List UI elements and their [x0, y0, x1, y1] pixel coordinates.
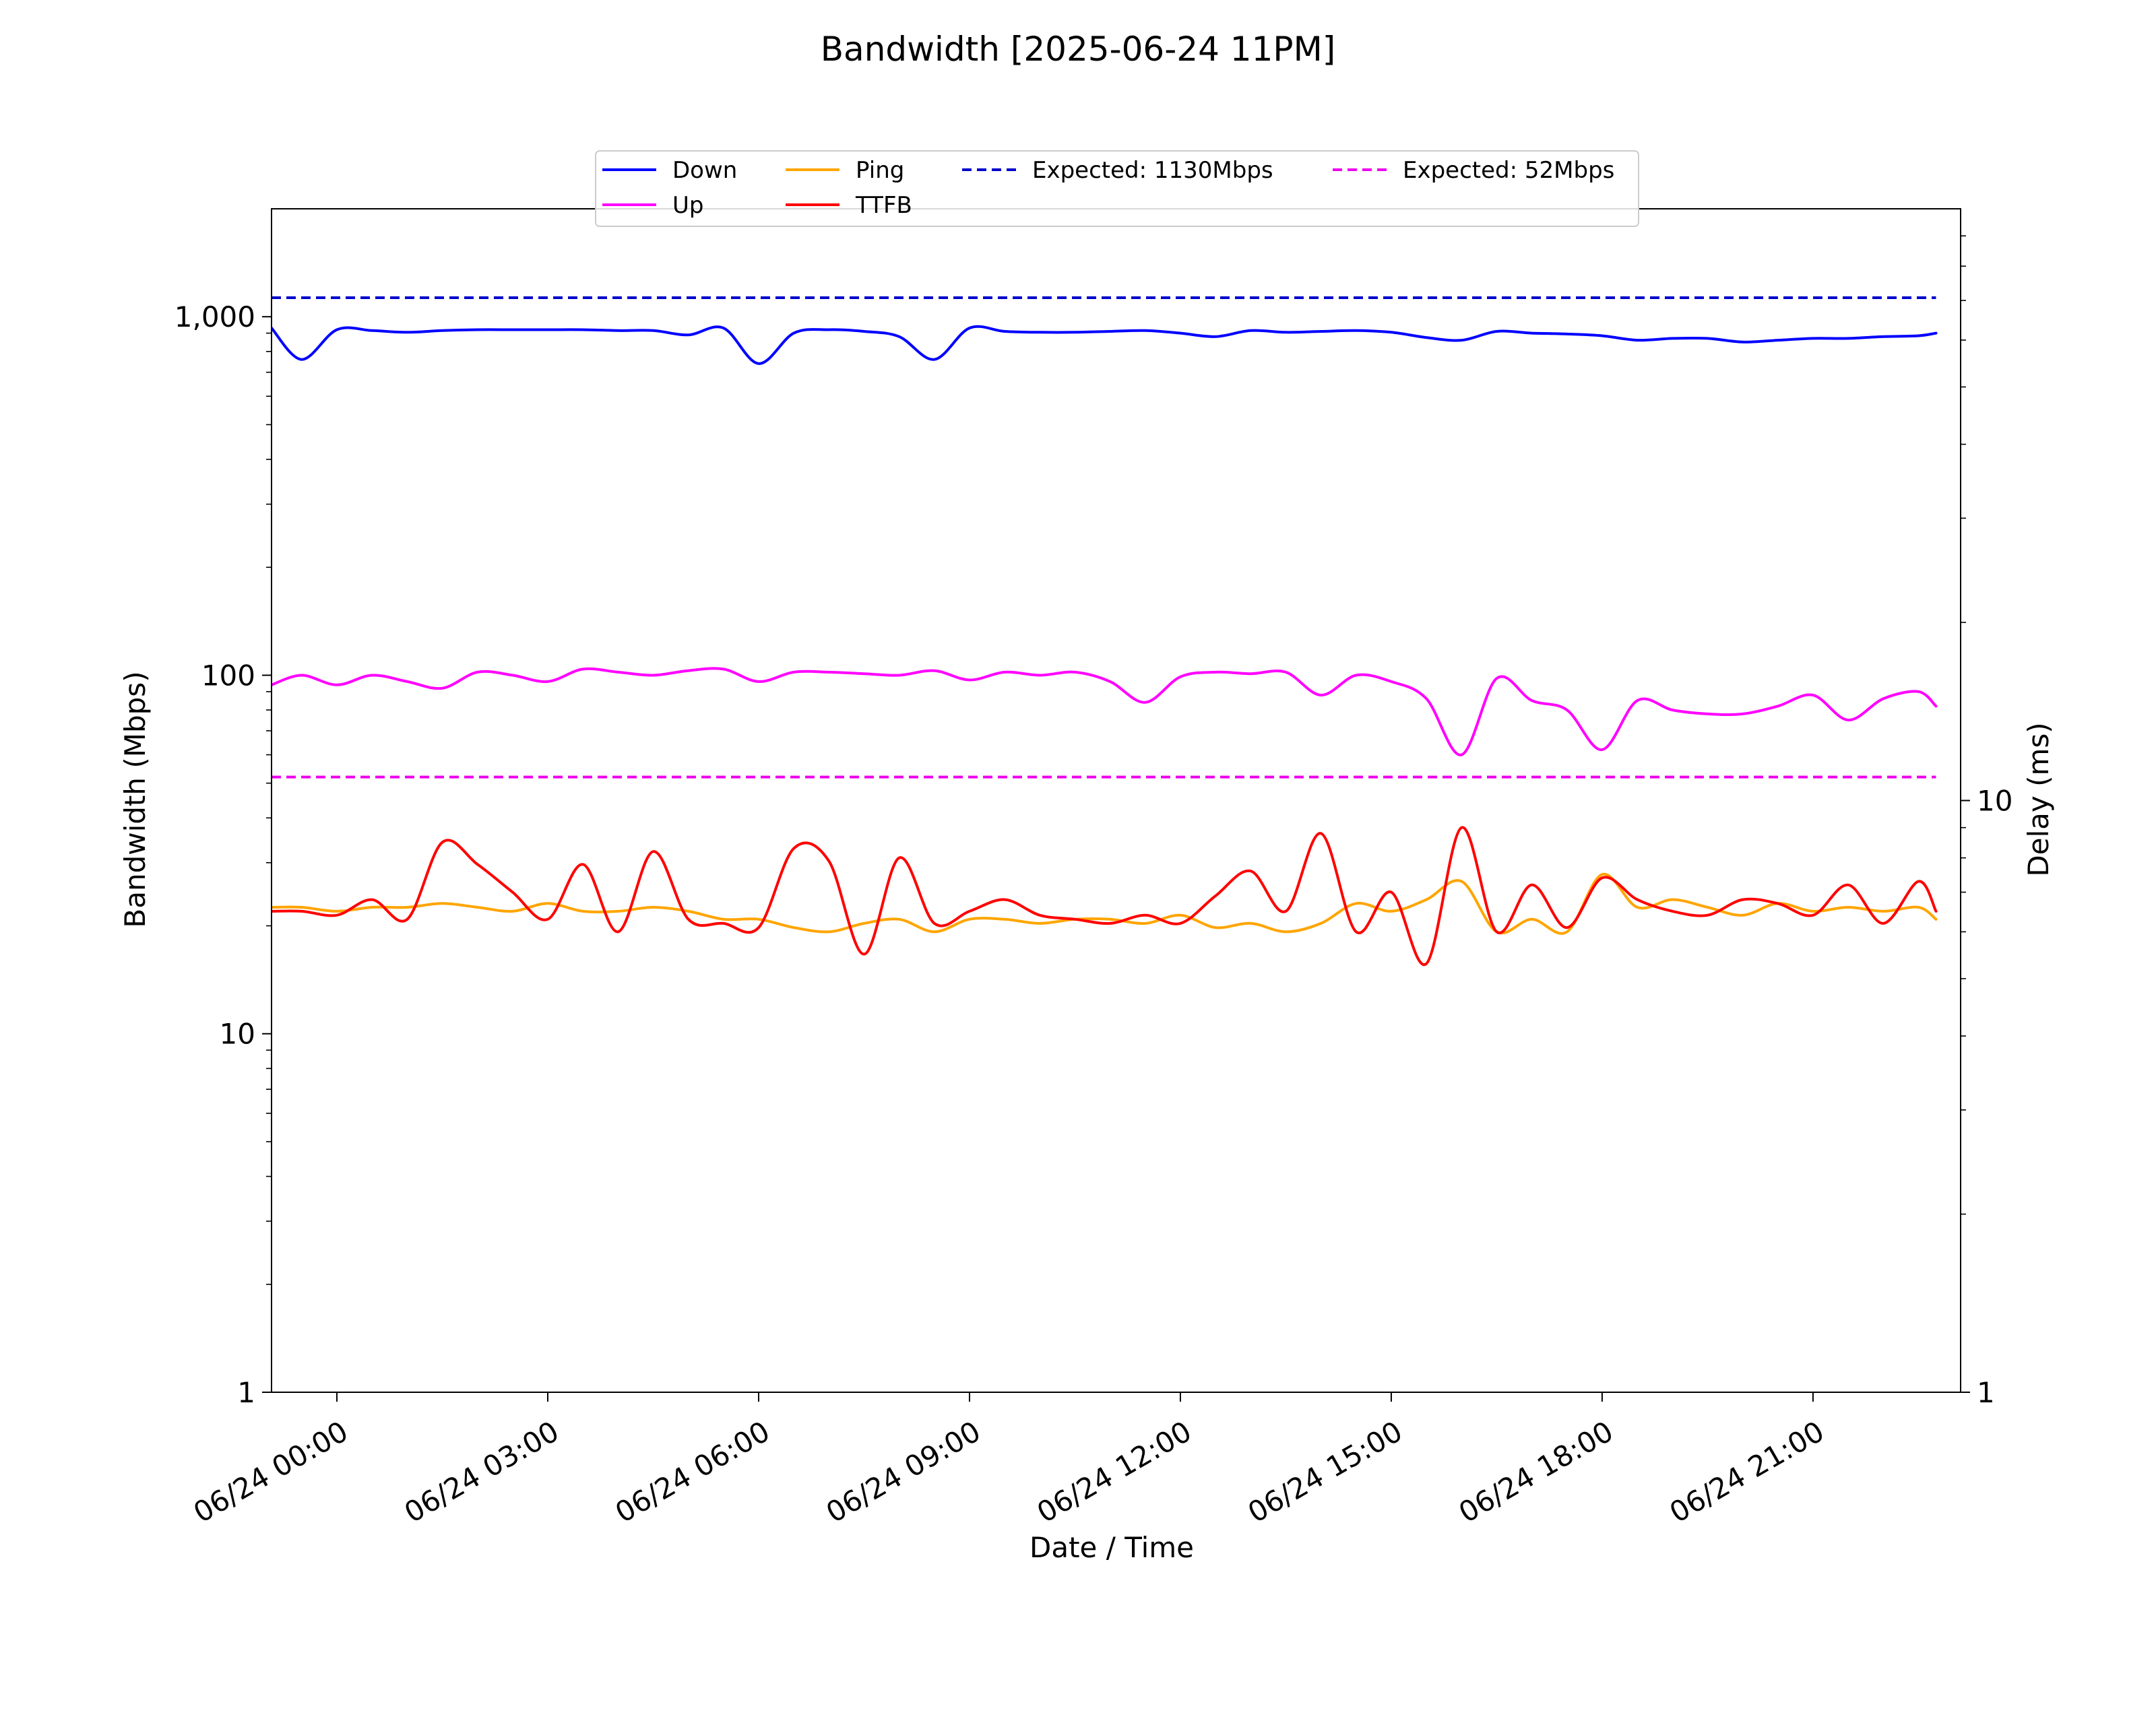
y-axis-left: 1 10 100 1,000 — [175, 300, 272, 1409]
y-tick-label: 1,000 — [175, 300, 255, 333]
plot-area — [272, 296, 1938, 967]
legend-label-expected-1130mbps: Expected: 1130Mbps — [1032, 157, 1273, 184]
chart-title: Bandwidth [2025-06-24 11PM] — [821, 30, 1335, 69]
y-axis-label-left: Bandwidth (Mbps) — [119, 671, 152, 927]
x-axis-label: Date / Time — [1029, 1531, 1194, 1564]
legend: Down Up Ping TTFB Expected: 1130Mbps Expected… — [595, 150, 1639, 227]
y-tick-label: 100 — [201, 659, 255, 692]
y-tick-label: 10 — [220, 1018, 255, 1051]
legend-label-ttfb: TTFB — [855, 192, 912, 219]
legend-label-up: Up — [672, 192, 703, 219]
y-axis-label-right: Delay (ms) — [2022, 722, 2055, 876]
legend-label-ping: Ping — [856, 157, 904, 184]
y-tick-label: 1 — [237, 1376, 255, 1409]
y-axis-right: 1 10 — [1961, 235, 2012, 1409]
y2-tick-label: 1 — [1977, 1376, 1995, 1409]
legend-label-expected-52mbps: Expected: 52Mbps — [1403, 157, 1614, 184]
legend-label-down: Down — [672, 157, 737, 184]
series-line-down — [272, 325, 1938, 365]
series-line-ttfb — [272, 826, 1938, 967]
series-line-up — [272, 667, 1938, 756]
series-line-ping — [272, 873, 1938, 935]
y2-tick-label: 10 — [1977, 785, 2012, 818]
